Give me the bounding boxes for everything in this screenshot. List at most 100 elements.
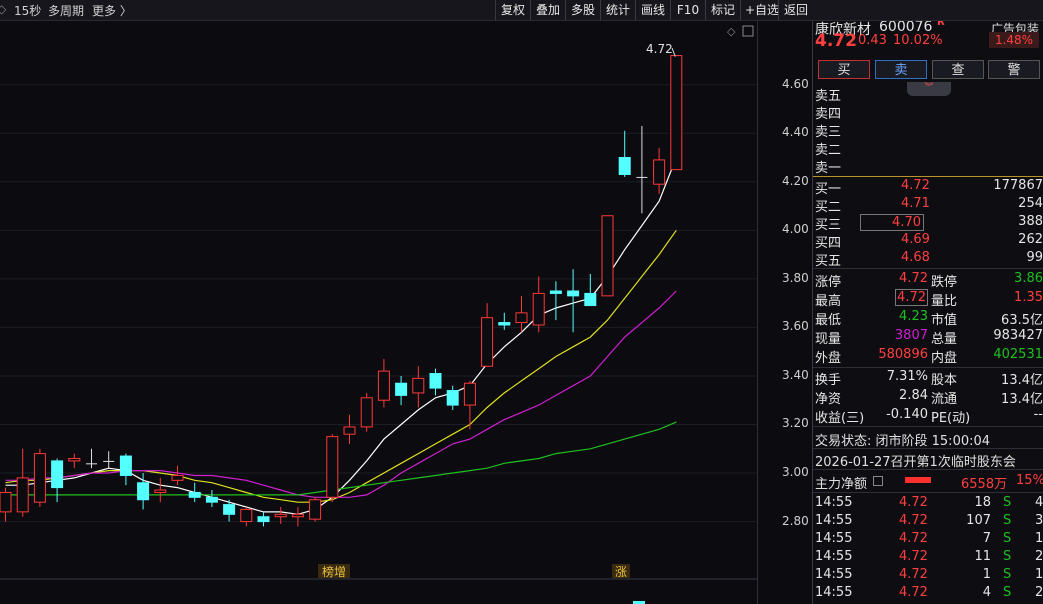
candle-body (188, 491, 201, 498)
multi-period-button[interactable]: 多周期 (48, 4, 85, 18)
candle (274, 507, 287, 525)
candle-body (636, 176, 648, 178)
candle (326, 434, 339, 503)
y-tick-label: 2.80 (782, 513, 809, 528)
last-price-label: 4.72 (646, 42, 673, 56)
candle-body (0, 491, 12, 513)
tick-count: 1 (1035, 567, 1043, 582)
overlay-button[interactable]: 叠加 (530, 0, 565, 20)
stat-value: 3.86 (1014, 271, 1043, 286)
candle (68, 453, 81, 469)
expand-handle-icon[interactable]: ︾ (907, 82, 951, 96)
notice-text[interactable]: 2026-01-27召开第1次临时股东会 (815, 455, 1016, 470)
candle-body (257, 516, 270, 523)
candle (257, 511, 270, 527)
candle-body (412, 377, 425, 394)
detail-icon[interactable] (873, 476, 883, 486)
price-axis: 4.60 4.40 4.20 4.00 3.80 3.60 3.40 3.20 3.00 2.80 (757, 21, 813, 604)
candle-body (16, 477, 29, 513)
stat-value: 402531 (993, 347, 1043, 362)
candle-body (119, 455, 132, 476)
stat-label: 最低 (815, 313, 842, 328)
candle (205, 490, 218, 508)
add-watchlist-button[interactable]: +自选 (740, 0, 779, 20)
candle-body (498, 322, 511, 326)
candle (670, 55, 683, 171)
tick-count: 3 (1035, 513, 1043, 528)
candle (618, 130, 631, 177)
candlestick-chart[interactable]: 4.72 榜增 涨 ◇ (0, 21, 757, 604)
stock-code: 600076 (879, 21, 933, 35)
bid-level-label: 买三 (815, 218, 842, 233)
tick-side: S (1003, 567, 1012, 582)
draw-line-button[interactable]: 画线 (635, 0, 670, 20)
bid-level-price[interactable]: 4.69 (901, 232, 930, 247)
candle (549, 281, 562, 321)
candle-body (291, 513, 304, 518)
tick-side: S (1003, 513, 1012, 528)
stat-value: 7.31% (886, 369, 928, 384)
tick-price: 4.72 (899, 585, 928, 600)
query-button[interactable]: 查 (932, 60, 984, 79)
f10-button[interactable]: F10 (670, 0, 705, 20)
multi-stock-button[interactable]: 多股 (565, 0, 600, 20)
candle-body (33, 453, 46, 503)
stat-value: 983427 (993, 328, 1043, 343)
candle-body (68, 457, 81, 462)
tick-price: 4.72 (899, 495, 928, 510)
alert-button[interactable]: 警 (988, 60, 1040, 79)
stat-label: 净资 (815, 392, 842, 407)
ask-level-label: 卖四 (815, 107, 842, 122)
candle (463, 380, 476, 430)
volume-bar (633, 601, 645, 604)
bid-level-price[interactable]: 4.72 (901, 178, 930, 193)
candle-body (51, 460, 64, 489)
candle (498, 312, 511, 330)
sell-button[interactable]: 卖 (875, 60, 927, 79)
y-tick-label: 4.20 (782, 173, 809, 188)
tick-volume: 11 (974, 549, 991, 564)
tick-count: 4 (1035, 495, 1043, 510)
marker-bg (318, 564, 350, 578)
stat-label: 最高 (815, 294, 842, 309)
stat-label: 总量 (931, 332, 958, 347)
sector-pct: 1.48% (989, 32, 1039, 48)
candle-body (618, 157, 631, 175)
trade-status: 交易状态: 闭市阶段 15:00:04 (815, 434, 991, 449)
toolbar: ◇ 15秒 多周期 更多 〉 复权 叠加 多股 统计 画线 F10 标记 +自选… (0, 0, 1043, 21)
back-button[interactable]: 返回 (778, 0, 813, 20)
moving-average-lines (5, 157, 677, 515)
more-button[interactable]: 更多 〉 (92, 4, 132, 18)
candle (86, 448, 97, 469)
bid-level-price[interactable]: 4.71 (901, 196, 930, 211)
stat-value: 13.4亿 (1001, 373, 1043, 388)
candle (343, 414, 356, 444)
diamond-icon[interactable]: ◇ (727, 25, 736, 38)
bid-level-price[interactable]: 4.68 (901, 250, 930, 265)
stat-label: 涨停 (815, 275, 842, 290)
period-15s[interactable]: 15秒 (14, 4, 42, 18)
tick-time: 14:55 (815, 513, 853, 528)
tick-time: 14:55 (815, 549, 853, 564)
ma-line (5, 157, 677, 515)
mark-button[interactable]: 标记 (705, 0, 740, 20)
chart-grid (0, 84, 757, 523)
tick-price: 4.72 (899, 567, 928, 582)
ma-line (5, 229, 677, 503)
stats-button[interactable]: 统计 (600, 0, 635, 20)
window-icon[interactable] (742, 25, 754, 37)
tick-count: 2 (1035, 585, 1043, 600)
candle (360, 392, 373, 432)
bid-level-volume: 254 (1018, 196, 1043, 211)
bid-level-label: 买四 (815, 236, 842, 251)
candle-body (137, 482, 150, 501)
stat-label: 市值 (931, 313, 958, 328)
bid-level-price[interactable]: 4.70 (860, 214, 924, 231)
tick-volume: 18 (974, 495, 991, 510)
collapse-icon[interactable]: ◇ (0, 2, 7, 16)
candle (653, 147, 666, 194)
buy-button[interactable]: 买 (818, 60, 870, 79)
main-flow-pct: 15% (1016, 473, 1043, 488)
adjust-button[interactable]: 复权 (495, 0, 530, 20)
tick-volume: 107 (966, 513, 991, 528)
